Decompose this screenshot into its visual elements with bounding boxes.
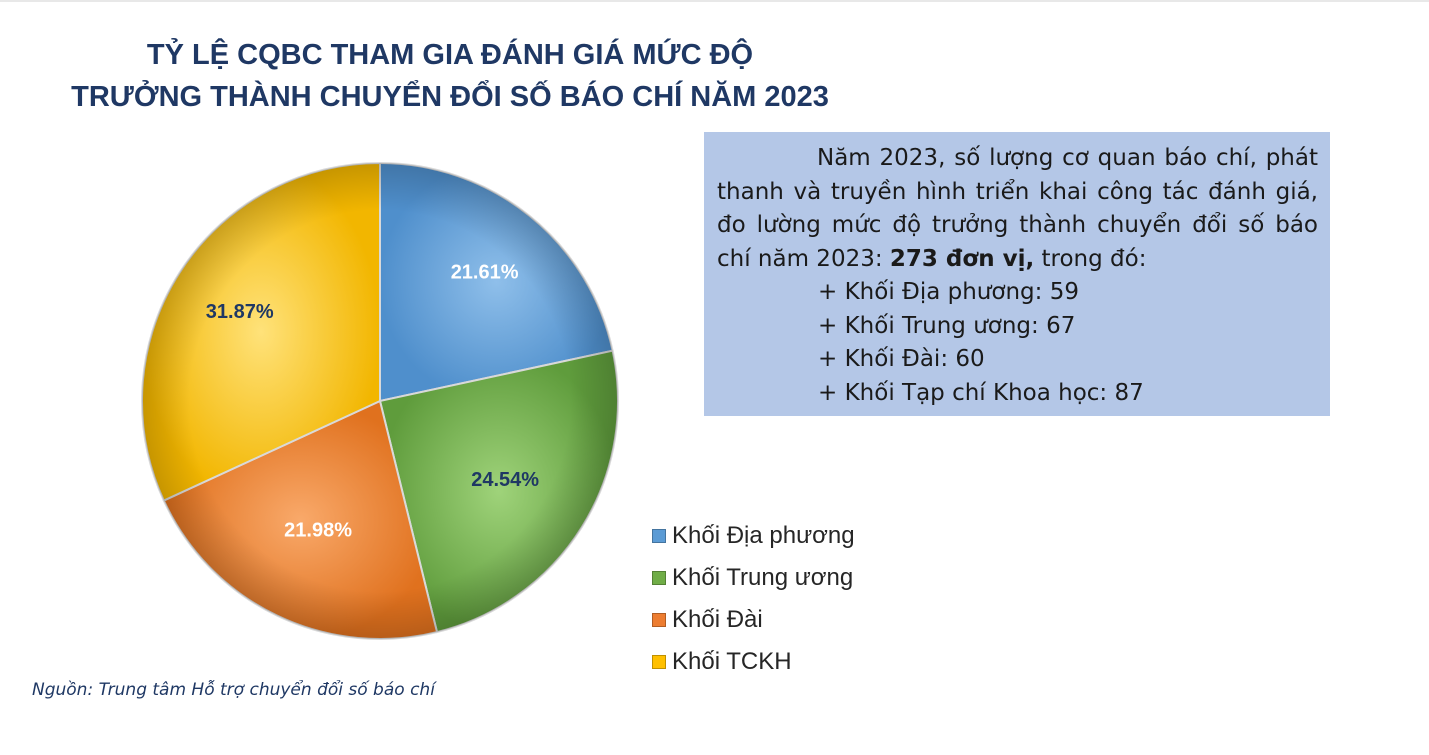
top-border-line [0, 0, 1429, 2]
title-line-1: TỶ LỆ CQBC THAM GIA ĐÁNH GIÁ MỨC ĐỘ [146, 39, 754, 71]
legend-label: Khối Trung ương [672, 564, 854, 591]
summary-box: Năm 2023, số lượng cơ quan báo chí, phát… [704, 132, 1330, 416]
legend-label: Khối Đài [672, 606, 763, 633]
legend-swatch [652, 655, 666, 669]
data-label-dai: 21.98% [284, 520, 352, 542]
pie-shading [142, 163, 618, 639]
summary-total: 273 đơn vị, [889, 245, 1035, 272]
summary-paragraph: Năm 2023, số lượng cơ quan báo chí, phát… [717, 142, 1318, 276]
data-label-tckh: 31.87% [206, 301, 274, 323]
legend-item-dia-phuong: Khối Địa phương [652, 515, 855, 557]
data-label-trung-uong: 24.54% [471, 469, 539, 491]
chart-legend: Khối Địa phương Khối Trung ương Khối Đài… [652, 515, 855, 683]
source-note: Nguồn: Trung tâm Hỗ trợ chuyển đổi số bá… [32, 680, 435, 700]
legend-item-dai: Khối Đài [652, 599, 855, 641]
legend-label: Khối TCKH [672, 648, 792, 675]
title-line-2: TRƯỞNG THÀNH CHUYỂN ĐỔI SỐ BÁO CHÍ NĂM 2… [71, 81, 829, 113]
summary-item-trung-uong: + Khối Trung ương: 67 [818, 312, 1076, 339]
pie-chart: 21.61% 24.54% 21.98% 31.87% [141, 161, 619, 640]
data-label-dia-phuong: 21.61% [451, 261, 519, 283]
summary-text: Năm 2023, số lượng cơ quan báo chí, phát… [717, 145, 1318, 272]
summary-item-tap-chi: + Khối Tạp chí Khoa học: 87 [818, 379, 1144, 406]
legend-swatch [652, 571, 666, 585]
legend-swatch [652, 613, 666, 627]
legend-swatch [652, 529, 666, 543]
summary-item-dai: + Khối Đài: 60 [818, 346, 985, 372]
legend-item-trung-uong: Khối Trung ương [652, 557, 855, 599]
legend-label: Khối Địa phương [672, 522, 855, 549]
summary-text-end: trong đó: [1034, 245, 1147, 272]
chart-title: TỶ LỆ CQBC THAM GIA ĐÁNH GIÁ MỨC ĐỘ TRƯỞ… [20, 34, 880, 118]
legend-item-tckh: Khối TCKH [652, 641, 855, 683]
summary-item-dia-phuong: + Khối Địa phương: 59 [818, 279, 1079, 305]
